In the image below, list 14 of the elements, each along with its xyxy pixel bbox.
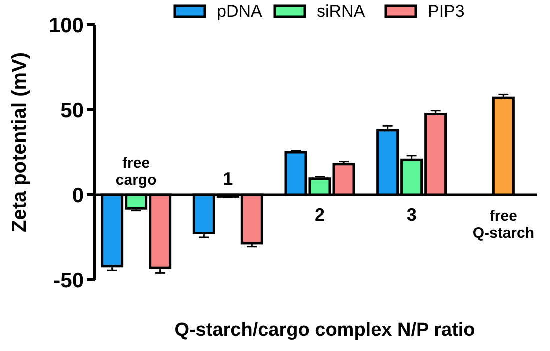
legend-label: PIP3 [428, 2, 465, 21]
x-tick-label: 1 [223, 169, 234, 189]
x-tick-label: free cargo [116, 155, 157, 189]
y-tick-label: 0 [72, 184, 84, 208]
x-axis-title: Q-starch/cargo complex N/P ratio [174, 320, 476, 341]
y-tick-label: 100 [48, 14, 84, 38]
y-axis-title: Zeta potential (mV) [9, 52, 31, 233]
x-tick-label: 3 [406, 205, 417, 225]
x-tick-label: 2 [314, 205, 326, 225]
y-tick-label: 50 [60, 99, 84, 122]
legend-label: siRNA [317, 2, 366, 21]
legend-label: pDNA [217, 2, 264, 21]
x-tick-label: free Q-starch [472, 208, 535, 242]
y-tick-label: -50 [54, 269, 84, 292]
